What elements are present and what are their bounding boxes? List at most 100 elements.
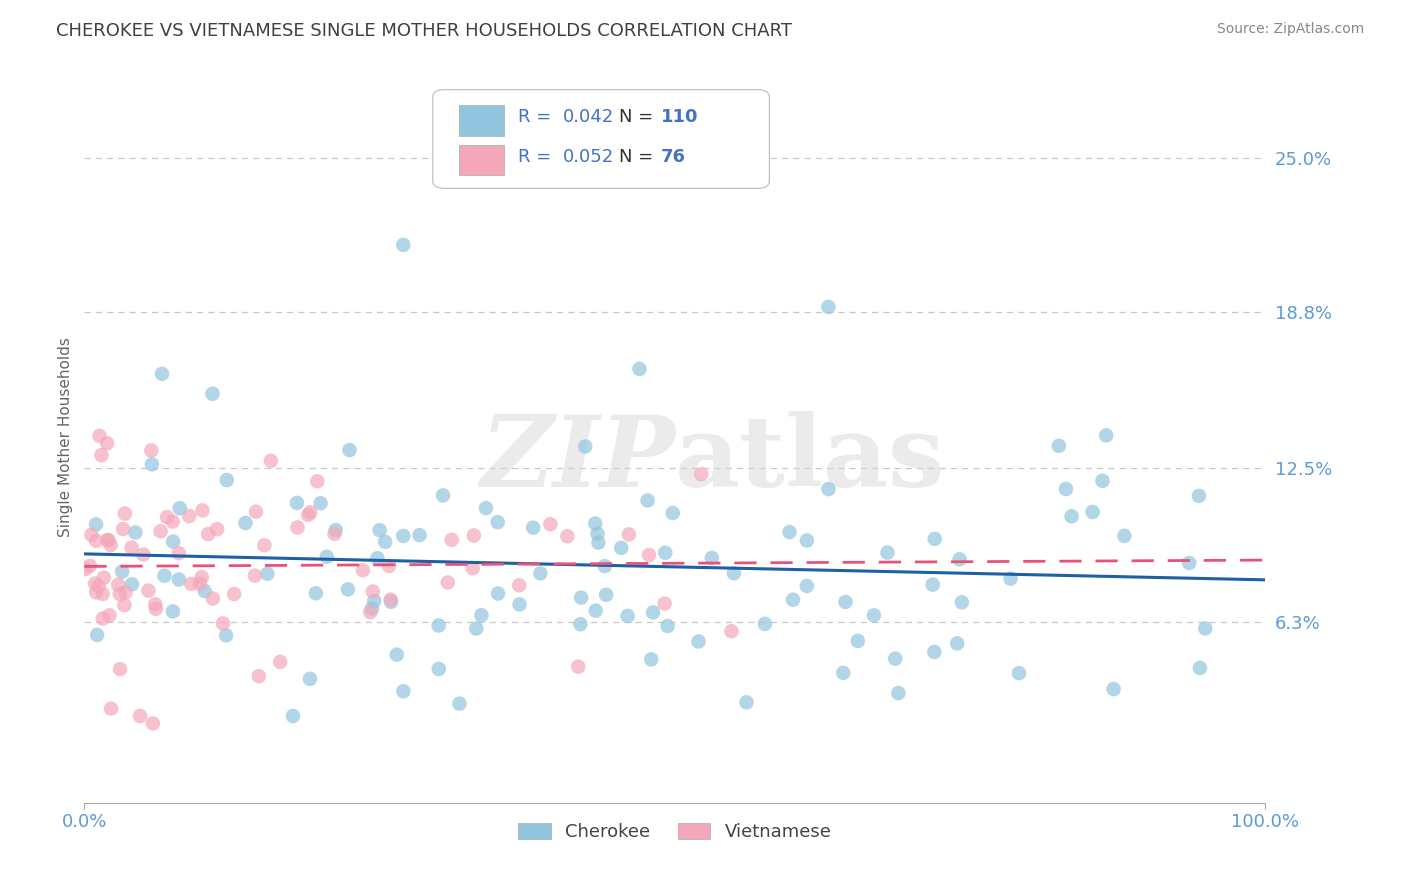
Point xyxy=(593,559,616,574)
Point xyxy=(84,533,107,548)
Point xyxy=(723,566,745,581)
Point xyxy=(297,508,319,522)
Point xyxy=(281,709,304,723)
Point xyxy=(628,362,651,376)
Point xyxy=(834,595,856,609)
Point xyxy=(215,473,238,487)
Point xyxy=(832,665,855,680)
Point xyxy=(305,586,328,600)
Point xyxy=(149,524,172,539)
Point xyxy=(89,429,111,443)
Point xyxy=(392,238,415,252)
Point xyxy=(285,496,308,510)
Point xyxy=(408,528,430,542)
Point xyxy=(538,517,561,532)
FancyBboxPatch shape xyxy=(433,90,769,188)
Point xyxy=(299,505,322,519)
Point xyxy=(1102,681,1125,696)
Text: atlas: atlas xyxy=(675,410,945,508)
Point xyxy=(569,617,592,632)
Point xyxy=(817,300,839,314)
Point xyxy=(114,585,136,599)
Point xyxy=(191,503,214,517)
Point xyxy=(201,386,224,401)
Point xyxy=(352,563,374,577)
Point xyxy=(1000,572,1022,586)
Point xyxy=(638,548,661,562)
Point xyxy=(132,548,155,562)
Point xyxy=(921,577,943,591)
Point xyxy=(145,602,167,616)
Point xyxy=(1091,474,1114,488)
Text: 0.052: 0.052 xyxy=(562,148,614,166)
Point xyxy=(87,579,110,593)
Point xyxy=(197,527,219,541)
Point xyxy=(662,506,685,520)
Text: Source: ZipAtlas.com: Source: ZipAtlas.com xyxy=(1216,22,1364,37)
Point xyxy=(167,573,190,587)
Point xyxy=(366,551,388,566)
Point xyxy=(796,533,818,548)
Text: CHEROKEE VS VIETNAMESE SINGLE MOTHER HOUSEHOLDS CORRELATION CHART: CHEROKEE VS VIETNAMESE SINGLE MOTHER HOU… xyxy=(56,22,792,40)
Point xyxy=(298,672,321,686)
Point xyxy=(98,608,121,623)
Point xyxy=(637,493,659,508)
Point xyxy=(169,501,191,516)
Point xyxy=(427,618,450,632)
Point xyxy=(111,565,134,579)
Point xyxy=(247,669,270,683)
Point xyxy=(1047,439,1070,453)
Text: 0.042: 0.042 xyxy=(562,109,614,127)
Point xyxy=(363,594,385,608)
Point xyxy=(180,577,202,591)
Point xyxy=(588,535,610,549)
Point xyxy=(256,566,278,581)
Point xyxy=(436,575,458,590)
Point xyxy=(368,523,391,537)
Point xyxy=(949,552,972,566)
Point xyxy=(486,586,509,600)
Legend: Cherokee, Vietnamese: Cherokee, Vietnamese xyxy=(512,816,838,848)
Point xyxy=(162,515,184,529)
Point xyxy=(108,662,131,676)
Point xyxy=(617,527,640,541)
Point xyxy=(162,534,184,549)
Point xyxy=(509,598,531,612)
Point xyxy=(1008,666,1031,681)
Point xyxy=(1060,509,1083,524)
Point xyxy=(141,458,163,472)
Point xyxy=(1188,489,1211,503)
Point xyxy=(194,584,217,599)
Point xyxy=(461,561,484,575)
Point xyxy=(323,526,346,541)
Point xyxy=(224,587,246,601)
Point xyxy=(91,587,114,601)
FancyBboxPatch shape xyxy=(458,145,503,175)
Point xyxy=(245,505,267,519)
Point xyxy=(641,606,664,620)
Point xyxy=(796,579,818,593)
Point xyxy=(924,532,946,546)
Text: R =: R = xyxy=(517,148,557,166)
Point xyxy=(782,592,804,607)
Point xyxy=(253,538,276,552)
Point xyxy=(374,535,396,549)
Point xyxy=(465,622,488,636)
Point xyxy=(121,541,143,555)
Point xyxy=(129,709,152,723)
Point xyxy=(595,588,617,602)
Point xyxy=(215,628,238,642)
Point xyxy=(93,571,115,585)
Point xyxy=(141,443,163,458)
Text: ZIP: ZIP xyxy=(479,411,675,508)
Text: 110: 110 xyxy=(661,109,699,127)
Point xyxy=(1054,482,1077,496)
Point xyxy=(188,576,211,591)
Point xyxy=(432,488,454,502)
Point xyxy=(114,507,136,521)
Point xyxy=(470,608,492,623)
Text: R =: R = xyxy=(517,109,557,127)
Point xyxy=(84,517,107,532)
Point xyxy=(190,570,212,584)
Point xyxy=(946,636,969,650)
